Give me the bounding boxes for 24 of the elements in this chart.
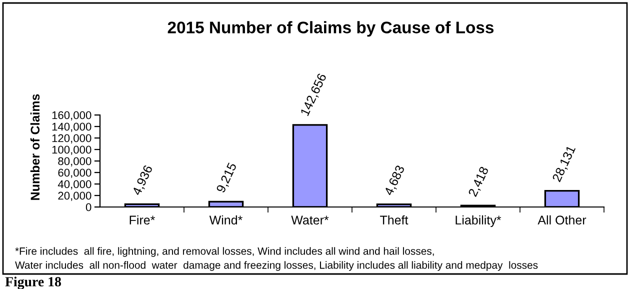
y-tick-label: 140,000 bbox=[52, 122, 92, 132]
y-tick-label: 80,000 bbox=[58, 157, 92, 166]
x-tick-label: Liability* bbox=[456, 215, 502, 227]
x-tick-label: Theft bbox=[380, 215, 408, 225]
data-label: 4,936 bbox=[132, 164, 154, 197]
text: *Fire includes all fire, lightning, and removal losses, Wind includes all wind and hail losses, bbox=[15, 247, 434, 257]
data-label: 9,215 bbox=[216, 162, 238, 194]
y-tick-label: 20,000 bbox=[58, 192, 92, 201]
x-tick-label: Fire* bbox=[130, 215, 155, 225]
y-axis-title: Number of Claims bbox=[30, 94, 40, 200]
y-tick-label: 160,000 bbox=[52, 111, 92, 120]
y-tick-label: 100,000 bbox=[52, 146, 92, 155]
y-tick-label: 40,000 bbox=[58, 180, 92, 190]
x-tick-label: Water* bbox=[291, 216, 329, 225]
text: Water includes all non-flood water damage and freezing losses, Liability includes all liability and medpay losses bbox=[15, 261, 538, 271]
x-tick-label: All Other bbox=[538, 215, 586, 225]
y-tick-label: 60,000 bbox=[58, 168, 92, 178]
x-tick-label: Wind* bbox=[209, 215, 242, 225]
data-label: 2,418 bbox=[468, 166, 490, 198]
chart-title: 2015 Number of Claims by Cause of Loss bbox=[168, 21, 494, 37]
caption: Figure 18 bbox=[5, 276, 61, 289]
y-tick-label: 0 bbox=[86, 203, 92, 212]
y-tick-label: 120,000 bbox=[52, 134, 92, 144]
data-label: 4,683 bbox=[384, 164, 406, 197]
